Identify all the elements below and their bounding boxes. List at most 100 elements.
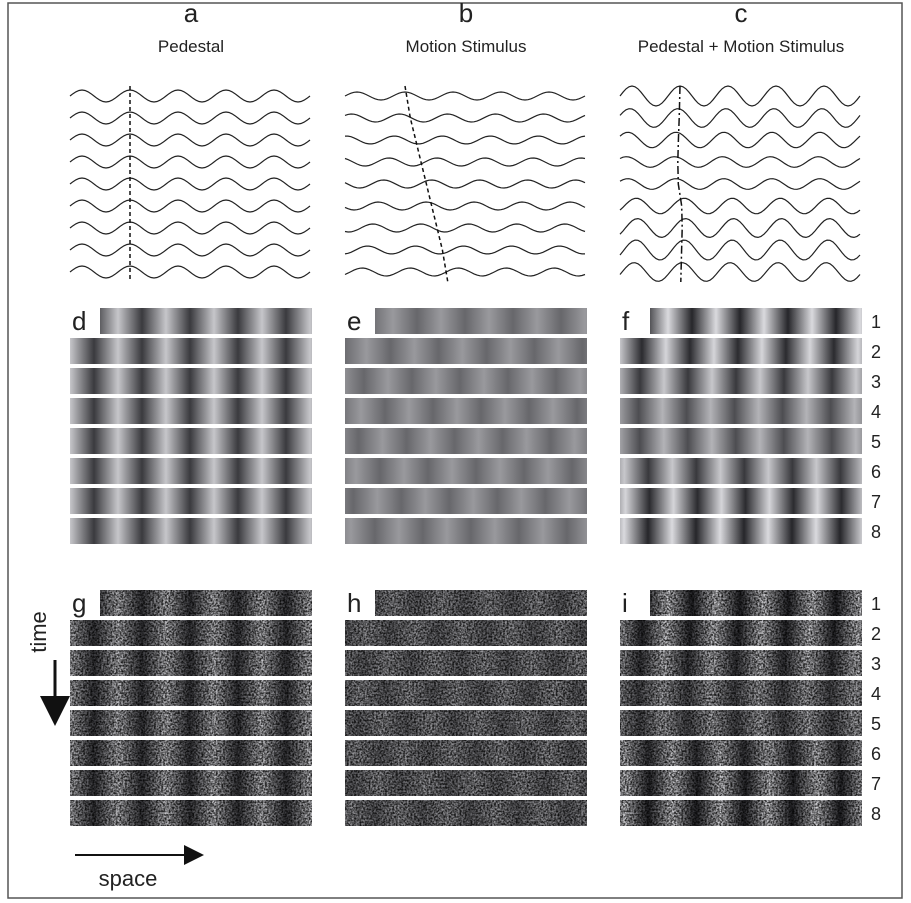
frame-number: 6 — [871, 744, 881, 764]
panel-letter: b — [459, 0, 473, 28]
noise-strip — [70, 680, 312, 706]
grating-strip — [345, 368, 587, 394]
frame-number: 4 — [871, 684, 881, 704]
frame-number: 8 — [871, 804, 881, 824]
grating-strip — [345, 458, 587, 484]
noise-strip — [345, 740, 587, 766]
content: aPedestalbMotion StimuluscPedestal + Mot… — [70, 0, 881, 826]
grating-strip — [620, 428, 862, 454]
frame-number: 5 — [871, 432, 881, 452]
frame-number: 3 — [871, 372, 881, 392]
panel-letter: g — [72, 588, 86, 618]
noise-strip — [345, 650, 587, 676]
grating-strip — [70, 398, 312, 424]
grating-strip — [70, 488, 312, 514]
grating-strip — [345, 428, 587, 454]
grating-strip — [100, 308, 312, 334]
noise-strip — [70, 800, 312, 826]
wave — [345, 180, 585, 188]
grating-strip — [70, 428, 312, 454]
grating-strip — [70, 518, 312, 544]
noise-strip — [345, 620, 587, 646]
frame-number: 1 — [871, 312, 881, 332]
frame-number: 2 — [871, 342, 881, 362]
grating-strip — [620, 368, 862, 394]
noise-strip — [70, 650, 312, 676]
noise-strip — [620, 800, 862, 826]
grating-strip — [620, 458, 862, 484]
wave — [345, 268, 585, 276]
noise-strip — [345, 800, 587, 826]
panel-letter: c — [735, 0, 748, 28]
wave — [70, 244, 310, 256]
noise-strip — [100, 590, 312, 616]
wave — [345, 158, 585, 166]
frame-number: 1 — [871, 594, 881, 614]
panel-letter: f — [622, 306, 630, 336]
wave — [70, 178, 310, 190]
grating-strip — [345, 518, 587, 544]
wave — [620, 109, 860, 128]
noise-strip — [650, 590, 862, 616]
wave — [70, 134, 310, 146]
grating-strip — [620, 338, 862, 364]
panel-title: Pedestal + Motion Stimulus — [638, 37, 844, 56]
frame-number: 6 — [871, 462, 881, 482]
frame-number: 2 — [871, 624, 881, 644]
wave — [70, 266, 310, 278]
grating-strip — [70, 338, 312, 364]
wave — [345, 114, 585, 122]
noise-strip — [620, 740, 862, 766]
wave — [620, 86, 860, 106]
wave — [345, 224, 585, 232]
grating-strip — [70, 458, 312, 484]
noise-strip — [620, 770, 862, 796]
noise-strip — [70, 620, 312, 646]
wave — [70, 90, 310, 102]
noise-strip — [620, 650, 862, 676]
grating-strip — [375, 308, 587, 334]
noise-strip — [620, 620, 862, 646]
frame-number: 4 — [871, 402, 881, 422]
wave — [620, 179, 860, 190]
noise-strip — [70, 770, 312, 796]
wave — [345, 202, 585, 210]
phase-line — [678, 86, 682, 282]
noise-strip — [345, 710, 587, 736]
wave — [70, 156, 310, 168]
frame-number: 3 — [871, 654, 881, 674]
wave — [620, 198, 860, 213]
frame-number: 8 — [871, 522, 881, 542]
wave — [620, 132, 860, 147]
wave — [345, 136, 585, 144]
noise-strip — [375, 590, 587, 616]
wave — [345, 246, 585, 254]
grating-strip — [620, 518, 862, 544]
frame-number: 7 — [871, 774, 881, 794]
grating-strip — [70, 368, 312, 394]
panel-letter: i — [622, 588, 628, 618]
space-label: space — [99, 866, 158, 891]
panel-letter: e — [347, 306, 361, 336]
noise-strip — [70, 710, 312, 736]
wave — [70, 222, 310, 234]
wave — [620, 240, 860, 260]
panel-letter: h — [347, 588, 361, 618]
grating-strip — [345, 398, 587, 424]
figure: aPedestalbMotion StimuluscPedestal + Mot… — [0, 0, 911, 903]
wave — [70, 200, 310, 212]
wave — [620, 219, 860, 238]
noise-strip — [620, 680, 862, 706]
panel-letter: d — [72, 306, 86, 336]
panel-title: Pedestal — [158, 37, 224, 56]
frame-number: 5 — [871, 714, 881, 734]
panel-title: Motion Stimulus — [406, 37, 527, 56]
grating-strip — [620, 488, 862, 514]
wave — [345, 92, 585, 100]
grating-strip — [345, 338, 587, 364]
grating-strip — [620, 398, 862, 424]
frame-number: 7 — [871, 492, 881, 512]
wave — [70, 112, 310, 124]
noise-strip — [620, 710, 862, 736]
wave — [620, 157, 860, 168]
